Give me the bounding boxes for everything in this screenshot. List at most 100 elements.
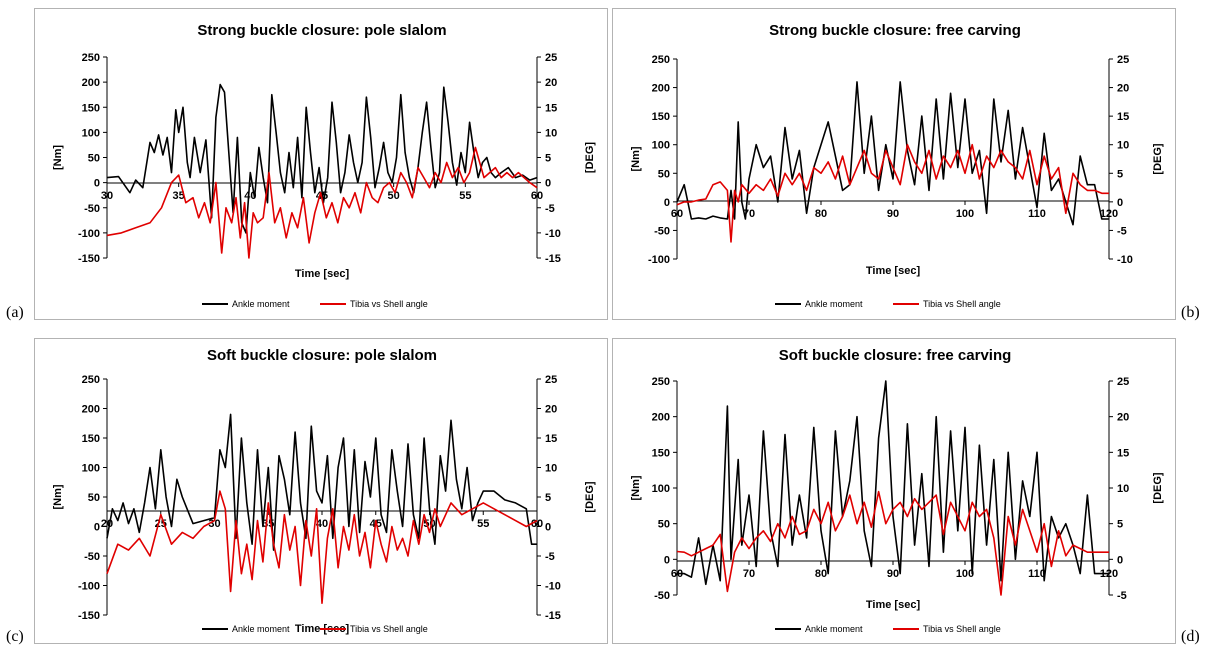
y2-tick-label: 15	[545, 433, 557, 445]
y-tick-label: 50	[88, 492, 100, 504]
legend-tibia-label: Tibia vs Shell angle	[923, 299, 1001, 309]
y-tick-label: 100	[652, 140, 670, 152]
y-tick-label: 250	[82, 374, 100, 386]
y2-tick-label: 20	[1117, 412, 1129, 424]
y-tick-label: 200	[82, 77, 100, 89]
y2-tick-label: 20	[545, 404, 557, 416]
y2-tick-label: 15	[1117, 447, 1129, 459]
y2-axis-label: [DEG]	[584, 481, 596, 513]
y-axis-label: [Nm]	[630, 146, 642, 171]
y-axis-label: [Nm]	[630, 475, 642, 500]
y-tick-label: 0	[94, 178, 100, 190]
y2-tick-label: -10	[545, 228, 561, 240]
chart-title: Soft buckle closure: free carving	[779, 347, 1012, 364]
x-tick-label: 35	[173, 190, 185, 202]
chart-panel-b: Strong buckle closure: free carving -100-…	[612, 8, 1176, 320]
x-tick-label: 90	[887, 208, 899, 220]
ankle-moment-line	[106, 83, 538, 234]
y2-tick-label: 10	[1117, 483, 1129, 495]
chart-title: Soft buckle closure: pole slalom	[207, 347, 437, 364]
x-tick-label: 20	[101, 518, 113, 530]
x-axis-label: Time [sec]	[866, 265, 921, 277]
legend-ankle-label: Ankle moment	[232, 299, 290, 309]
x-tick-label: 30	[208, 518, 220, 530]
x-tick-label: 70	[743, 568, 755, 580]
y-tick-label: 250	[652, 54, 670, 66]
y-axis-label: [Nm]	[52, 484, 64, 509]
y-axis-label: [Nm]	[52, 145, 64, 170]
y-tick-label: 200	[652, 83, 670, 95]
y2-axis-label: [DEG]	[1152, 472, 1164, 504]
chart-title: Strong buckle closure: pole slalom	[197, 22, 446, 39]
y-tick-label: 50	[658, 168, 670, 180]
y-tick-label: 100	[82, 127, 100, 139]
chart-panel-d: Soft buckle closure: free carving -50 0 50 1…	[612, 338, 1176, 644]
ankle-moment-line	[677, 380, 1109, 586]
y-tick-label: 100	[652, 483, 670, 495]
x-tick-label: 60	[531, 190, 543, 202]
y2-tick-label: 20	[545, 77, 557, 89]
x-tick-label: 80	[815, 568, 827, 580]
x-axis-label: Time [sec]	[866, 599, 921, 611]
x-tick-label: 110	[1028, 208, 1046, 220]
x-tick-label: 60	[531, 518, 543, 530]
y2-tick-label: 25	[545, 52, 557, 64]
y2-tick-label: -5	[1117, 225, 1127, 237]
x-tick-label: 80	[815, 208, 827, 220]
tibia-shell-angle-line	[676, 490, 1109, 596]
y-tick-label: 0	[664, 554, 670, 566]
y2-tick-label: 15	[545, 102, 557, 114]
y2-tick-label: -10	[1117, 254, 1133, 266]
panel-label-b: (b)	[1181, 304, 1200, 321]
chart-panel-c: Soft buckle closure: pole slalom -150 -100…	[34, 338, 608, 644]
y-tick-label: -50	[84, 551, 100, 563]
y2-tick-label: -10	[545, 581, 561, 593]
y2-tick-label: 5	[545, 492, 551, 504]
x-tick-label: 100	[956, 208, 974, 220]
x-tick-label: 120	[1100, 208, 1118, 220]
panel-label-d: (d)	[1181, 628, 1200, 645]
y2-tick-label: 10	[545, 127, 557, 139]
x-tick-label: 55	[459, 190, 471, 202]
y-tick-label: 250	[82, 52, 100, 64]
legend-tibia-label: Tibia vs Shell angle	[350, 299, 428, 309]
chart-c-svg: Soft buckle closure: pole slalom-150-100…	[52, 347, 596, 635]
y-tick-label: 150	[652, 111, 670, 123]
legend-ankle-label: Ankle moment	[232, 624, 290, 634]
y2-tick-label: 25	[1117, 54, 1129, 66]
y-tick-label: -150	[78, 253, 100, 265]
x-tick-label: 60	[671, 208, 683, 220]
y2-tick-label: 5	[1117, 519, 1123, 531]
y-tick-label: -50	[654, 590, 670, 602]
y-tick-label: 150	[82, 102, 100, 114]
panel-label-a: (a)	[6, 304, 24, 321]
y-tick-label: 0	[94, 522, 100, 534]
x-tick-label: 50	[388, 190, 400, 202]
y-tick-label: 150	[82, 433, 100, 445]
x-tick-label: 40	[316, 518, 328, 530]
chart-a-svg: Strong buckle closure: pole slalom -150 -1…	[52, 22, 596, 309]
y2-tick-label: 25	[545, 374, 557, 386]
y2-axis-label: [DEG]	[584, 142, 596, 174]
tibia-shell-angle-line	[106, 490, 538, 605]
panel-label-c: (c)	[6, 628, 24, 645]
y-tick-label: 50	[658, 519, 670, 531]
x-tick-label: 100	[956, 568, 974, 580]
y2-tick-label: 0	[1117, 197, 1123, 209]
y2-tick-label: 25	[1117, 376, 1129, 388]
x-tick-label: 30	[101, 190, 113, 202]
y2-tick-label: -5	[545, 551, 555, 563]
y2-tick-label: 10	[1117, 140, 1129, 152]
y-tick-label: -100	[78, 581, 100, 593]
legend-ankle-label: Ankle moment	[805, 624, 863, 634]
y2-tick-label: 20	[1117, 83, 1129, 95]
y-tick-label: 200	[652, 412, 670, 424]
y-tick-label: 0	[664, 197, 670, 209]
chart-b-svg: Strong buckle closure: free carving-100-…	[630, 22, 1164, 309]
y-tick-label: -50	[654, 225, 670, 237]
x-tick-label: 90	[887, 568, 899, 580]
y-tick-label: -100	[78, 228, 100, 240]
y-tick-label: 100	[82, 463, 100, 475]
y2-tick-label: -5	[545, 203, 555, 215]
x-tick-label: 55	[477, 518, 489, 530]
